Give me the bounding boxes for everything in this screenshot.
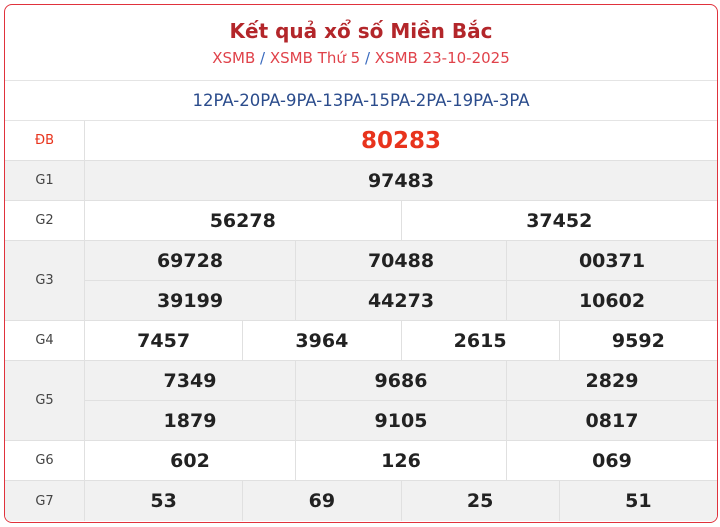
prize-label: G6 xyxy=(5,441,85,480)
prize-label: G7 xyxy=(5,481,85,521)
prize-label: G4 xyxy=(5,321,85,360)
prize-row: G7 53 69 25 51 xyxy=(5,481,717,521)
breadcrumb-xsmb-thu5[interactable]: XSMB Thứ 5 xyxy=(269,49,361,67)
prize-label: G1 xyxy=(5,161,85,200)
special-prize-number: 80283 xyxy=(360,127,442,154)
prize-number: 7457 xyxy=(137,329,191,352)
prize-number: 00371 xyxy=(506,241,717,280)
page-title: Kết quả xổ số Miền Bắc xyxy=(229,19,493,43)
prize-number: 2829 xyxy=(506,361,717,400)
prize-label: G5 xyxy=(5,361,85,440)
prize-line: 53 69 25 51 xyxy=(85,481,717,521)
prize-row: G3 69728 70488 00371 39199 44273 10602 xyxy=(5,241,717,321)
prize-number: 7349 xyxy=(163,369,217,392)
breadcrumb-xsmb[interactable]: XSMB xyxy=(212,49,256,67)
breadcrumb-separator: / xyxy=(260,49,266,67)
prize-number: 70488 xyxy=(295,241,506,280)
prize-number: 53 xyxy=(150,490,177,512)
prize-number: 9592 xyxy=(558,321,717,360)
prize-row: G6 602 126 069 xyxy=(5,441,717,481)
prize-label: G2 xyxy=(5,201,85,240)
breadcrumb-xsmb-date[interactable]: XSMB 23-10-2025 xyxy=(374,49,510,67)
prize-number: 69 xyxy=(242,481,400,521)
prize-number: 1879 xyxy=(163,409,217,432)
prize-row: G1 97483 xyxy=(5,161,717,201)
prize-line: 1879 9105 0817 xyxy=(85,400,717,440)
prize-number: 37452 xyxy=(400,201,718,240)
prize-label: G3 xyxy=(5,241,85,320)
prize-line: 97483 xyxy=(85,161,717,200)
prize-line: 80283 xyxy=(85,121,717,160)
prize-number: 2615 xyxy=(400,321,559,360)
prize-line: 602 126 069 xyxy=(85,441,717,480)
prize-label: ĐB xyxy=(5,121,85,160)
prize-line: 7457 3964 2615 9592 xyxy=(85,321,717,360)
prize-line: 69728 70488 00371 xyxy=(85,241,717,280)
prize-row: ĐB 80283 xyxy=(5,121,717,161)
prize-line: 39199 44273 10602 xyxy=(85,280,717,320)
prize-number: 10602 xyxy=(506,281,717,320)
prize-number: 069 xyxy=(506,441,717,480)
prize-number: 0817 xyxy=(506,401,717,440)
prize-number: 25 xyxy=(400,481,559,521)
prize-row: G2 56278 37452 xyxy=(5,201,717,241)
prize-row: G5 7349 9686 2829 1879 9105 0817 xyxy=(5,361,717,441)
prize-row: G4 7457 3964 2615 9592 xyxy=(5,321,717,361)
prize-number: 51 xyxy=(558,481,717,521)
breadcrumb-separator: / xyxy=(364,49,371,67)
prize-number: 9105 xyxy=(295,401,506,440)
prize-line: 7349 9686 2829 xyxy=(85,361,717,400)
prize-number: 56278 xyxy=(209,209,276,232)
results-panel: Kết quả xổ số Miền Bắc XSMB / XSMB Thứ 5… xyxy=(4,4,718,523)
prize-number: 69728 xyxy=(156,249,224,272)
special-codes: 12PA-20PA-9PA-13PA-15PA-2PA-19PA-3PA xyxy=(5,81,717,121)
prize-line: 56278 37452 xyxy=(85,201,717,240)
prize-number: 44273 xyxy=(295,281,506,320)
breadcrumb: XSMB / XSMB Thứ 5 / XSMB 23-10-2025 xyxy=(5,49,717,67)
prize-number: 9686 xyxy=(295,361,506,400)
prize-number: 97483 xyxy=(367,169,435,192)
prize-number: 126 xyxy=(295,441,506,480)
header: Kết quả xổ số Miền Bắc XSMB / XSMB Thứ 5… xyxy=(5,5,717,81)
prize-number: 3964 xyxy=(242,321,400,360)
prize-number: 39199 xyxy=(156,289,224,312)
prize-number: 602 xyxy=(170,449,210,472)
